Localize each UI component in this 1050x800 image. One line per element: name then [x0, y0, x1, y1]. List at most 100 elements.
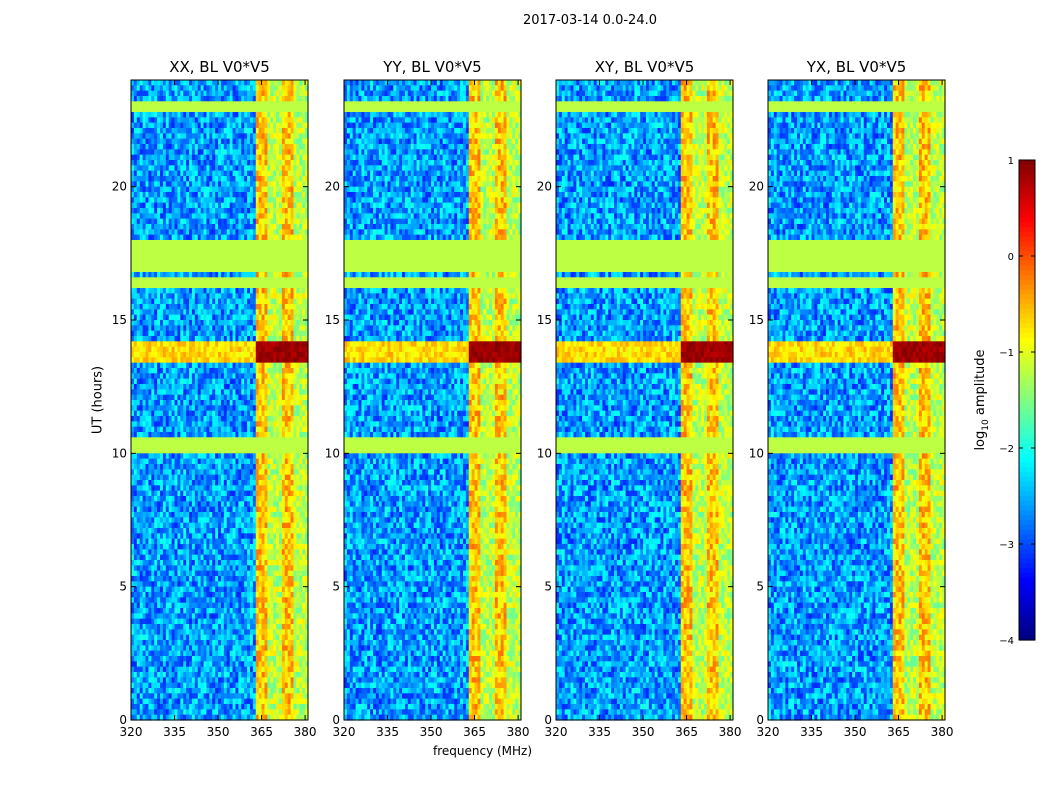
heatmap-cell	[189, 149, 193, 156]
heatmap-cell	[299, 357, 303, 364]
heatmap-cell	[287, 85, 292, 92]
heatmap-cell	[284, 245, 289, 252]
heatmap-cell	[133, 357, 138, 364]
heatmap-cell	[264, 192, 268, 198]
heatmap-cell	[252, 117, 257, 124]
heatmap-cell	[249, 197, 254, 204]
heatmap-cell	[209, 272, 213, 278]
heatmap-cell	[281, 277, 286, 284]
heatmap-cell	[252, 304, 257, 310]
heatmap-cell	[247, 90, 251, 97]
heatmap-cell	[206, 112, 210, 118]
heatmap-cell	[258, 336, 263, 342]
heatmap-cell	[151, 272, 155, 278]
heatmap-cell	[264, 304, 268, 310]
heatmap-cell	[177, 229, 181, 236]
heatmap-cell	[290, 117, 295, 124]
heatmap-cell	[203, 218, 208, 225]
heatmap-cell	[287, 256, 292, 262]
heatmap-cell	[226, 186, 231, 193]
heatmap-cell	[281, 234, 286, 241]
heatmap-cell	[238, 117, 242, 124]
heatmap-cell	[191, 256, 196, 262]
heatmap-cell	[267, 208, 271, 214]
panel-title-yx: YX, BL V0*V5	[768, 58, 945, 76]
heatmap-cell	[249, 176, 254, 182]
heatmap-cell	[238, 336, 242, 342]
heatmap-cell	[293, 186, 297, 193]
heatmap-cell	[136, 192, 141, 198]
heatmap-cell	[168, 101, 173, 108]
heatmap-cell	[290, 320, 295, 326]
heatmap-cell	[241, 160, 245, 166]
heatmap-cell	[258, 80, 263, 86]
heatmap-cell	[232, 80, 237, 86]
heatmap-cell	[218, 149, 222, 156]
heatmap-cell	[226, 314, 231, 321]
heatmap-cell	[145, 176, 150, 182]
heatmap-cell	[226, 138, 231, 145]
heatmap-cell	[287, 261, 292, 268]
heatmap-cell	[186, 325, 190, 332]
heatmap-cell	[238, 266, 242, 273]
heatmap-cell	[302, 138, 306, 145]
heatmap-cell	[273, 154, 277, 161]
heatmap-cell	[244, 122, 248, 129]
heatmap-cell	[273, 128, 277, 134]
heatmap-cell	[244, 234, 248, 241]
heatmap-cell	[206, 149, 210, 156]
heatmap-cell	[278, 80, 283, 86]
heatmap-cell	[220, 325, 225, 332]
heatmap-cell	[290, 202, 295, 209]
heatmap-cell	[157, 250, 161, 257]
heatmap-cell	[171, 133, 176, 140]
heatmap-cell	[203, 117, 208, 124]
heatmap-cell	[131, 346, 135, 353]
heatmap-cell	[278, 330, 283, 337]
heatmap-cell	[223, 149, 228, 156]
heatmap-cell	[157, 96, 161, 102]
heatmap-cell	[168, 117, 173, 124]
heatmap-cell	[218, 341, 222, 348]
heatmap-cell	[206, 250, 210, 257]
heatmap-cell	[206, 106, 210, 113]
heatmap-cell	[273, 90, 277, 97]
heatmap-cell	[133, 96, 138, 102]
heatmap-cell	[189, 293, 193, 300]
heatmap-cell	[131, 314, 135, 321]
heatmap-cell	[226, 293, 231, 300]
heatmap-cell	[177, 325, 181, 332]
heatmap-cell	[273, 346, 277, 353]
heatmap-cell	[252, 234, 257, 241]
heatmap-cell	[296, 85, 300, 92]
heatmap-cell	[276, 170, 280, 177]
heatmap-cell	[194, 117, 199, 124]
heatmap-cell	[160, 208, 164, 214]
heatmap-cell	[200, 229, 205, 236]
heatmap-cell	[255, 90, 260, 97]
heatmap-cell	[252, 208, 257, 214]
heatmap-cell	[273, 330, 277, 337]
heatmap-cell	[165, 149, 170, 156]
heatmap-cell	[183, 330, 187, 337]
heatmap-cell	[247, 176, 251, 182]
heatmap-cell	[133, 192, 138, 198]
heatmap-cell	[305, 229, 309, 236]
heatmap-cell	[220, 298, 225, 305]
heatmap-cell	[281, 122, 286, 129]
heatmap-cell	[278, 245, 283, 252]
heatmap-cell	[145, 165, 150, 172]
heatmap-cell	[212, 176, 216, 182]
heatmap-cell	[305, 250, 309, 257]
heatmap-cell	[255, 213, 260, 220]
heatmap-cell	[255, 272, 260, 278]
heatmap-cell	[177, 288, 181, 294]
heatmap-cell	[220, 357, 225, 364]
heatmap-cell	[281, 117, 286, 124]
heatmap-cell	[220, 138, 225, 145]
heatmap-cell	[131, 304, 135, 310]
heatmap-cell	[183, 154, 187, 161]
heatmap-cell	[145, 320, 150, 326]
heatmap-cell	[160, 224, 164, 230]
heatmap-cell	[183, 112, 187, 118]
